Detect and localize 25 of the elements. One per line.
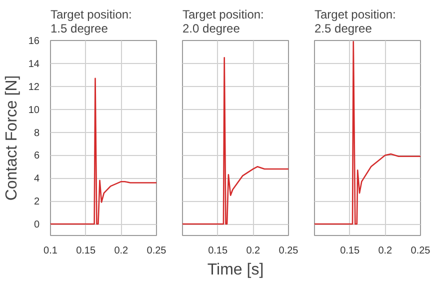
chart-title: Target position: 2.5 degree — [314, 8, 396, 36]
x-tick-label: 0.15 — [76, 246, 96, 256]
x-tick-label: 0.25 — [278, 246, 299, 256]
y-tick-label: 12 — [28, 82, 40, 93]
x-tick-label: 0.2 — [114, 246, 129, 256]
x-tick-label: 0.2 — [378, 246, 393, 256]
line-series — [50, 78, 156, 225]
x-tick-label: 0.25 — [146, 246, 167, 256]
y-tick-label: 2 — [34, 196, 40, 208]
x-tick-label: 0.25 — [410, 246, 431, 256]
x-axis-title: Time [s] — [207, 262, 264, 278]
y-tick-label: 8 — [34, 128, 40, 139]
y-tick-label: 14 — [28, 58, 40, 70]
x-tick-label: 0.1 — [44, 246, 58, 256]
x-tick-label: 0.15 — [208, 246, 228, 256]
y-tick-label: 4 — [34, 174, 40, 185]
y-tick-label: 6 — [34, 150, 40, 162]
y-tick-label: 10 — [28, 104, 40, 116]
chart-title: Target position: 1.5 degree — [50, 8, 132, 36]
chart-title: Target position: 2.0 degree — [182, 8, 264, 36]
x-tick-label: 0.2 — [246, 246, 261, 256]
y-tick-label: 0 — [34, 220, 40, 231]
y-tick-label: 16 — [28, 36, 40, 47]
y-axis-title: Contact Force [N] — [3, 75, 20, 201]
x-tick-label: 0.15 — [340, 246, 360, 256]
